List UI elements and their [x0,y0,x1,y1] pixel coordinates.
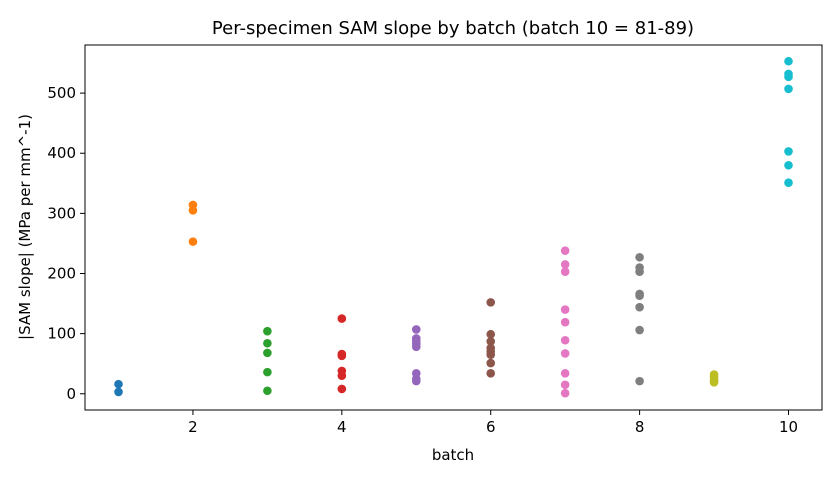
point-batch-2-2 [189,237,198,246]
point-batch-7-4 [561,318,570,327]
point-batch-10-4 [784,147,793,156]
point-batch-6-7 [486,369,495,378]
x-tick-label: 10 [779,418,798,436]
point-batch-3-0 [263,327,272,336]
point-batch-4-0 [338,314,347,323]
point-batch-8-2 [635,267,644,276]
point-batch-5-7 [412,377,421,386]
point-batch-7-9 [561,389,570,398]
point-batch-8-4 [635,291,644,300]
y-tick-label: 400 [47,144,76,162]
point-batch-7-2 [561,267,570,276]
point-batch-4-5 [338,385,347,394]
y-tick-label: 100 [47,325,76,343]
point-batch-8-7 [635,377,644,386]
point-batch-5-4 [412,343,421,352]
point-batch-8-5 [635,303,644,312]
point-batch-7-0 [561,246,570,255]
point-batch-3-4 [263,386,272,395]
point-batch-6-6 [486,359,495,368]
point-batch-10-2 [784,73,793,82]
point-batch-3-1 [263,339,272,348]
point-batch-3-2 [263,349,272,358]
y-tick-label: 200 [47,265,76,283]
point-batch-4-4 [338,371,347,380]
point-batch-1-1 [114,388,123,397]
point-batch-10-6 [784,178,793,187]
x-axis-label: batch [432,446,474,464]
x-axis-ticks: 2 4 6 8 10 [188,410,798,436]
y-axis-ticks: 0 100 200 300 400 500 [47,84,85,403]
x-tick-label: 8 [635,418,645,436]
point-batch-2-1 [189,206,198,215]
point-batch-8-0 [635,253,644,262]
point-batch-7-8 [561,380,570,389]
point-batch-7-5 [561,336,570,345]
point-batch-4-2 [338,352,347,361]
point-batch-7-3 [561,305,570,314]
point-batch-6-5 [486,350,495,359]
chart-title: Per-specimen SAM slope by batch (batch 1… [212,18,694,39]
point-batch-7-6 [561,349,570,358]
point-batch-10-0 [784,57,793,66]
point-batch-8-6 [635,326,644,335]
y-tick-label: 0 [66,385,76,403]
point-batch-10-5 [784,161,793,170]
point-batch-6-0 [486,298,495,307]
x-tick-label: 6 [486,418,496,436]
y-axis-label: |SAM slope| (MPa per mm^-1) [16,114,34,340]
plot-frame [85,45,822,410]
x-tick-label: 2 [188,418,198,436]
point-batch-10-3 [784,85,793,94]
x-tick-label: 4 [337,418,347,436]
y-tick-label: 500 [47,84,76,102]
point-batch-9-4 [710,378,719,387]
point-batch-7-7 [561,369,570,378]
data-points [114,57,793,398]
point-batch-1-0 [114,380,123,389]
y-tick-label: 300 [47,204,76,222]
point-batch-5-0 [412,325,421,334]
point-batch-3-3 [263,368,272,377]
